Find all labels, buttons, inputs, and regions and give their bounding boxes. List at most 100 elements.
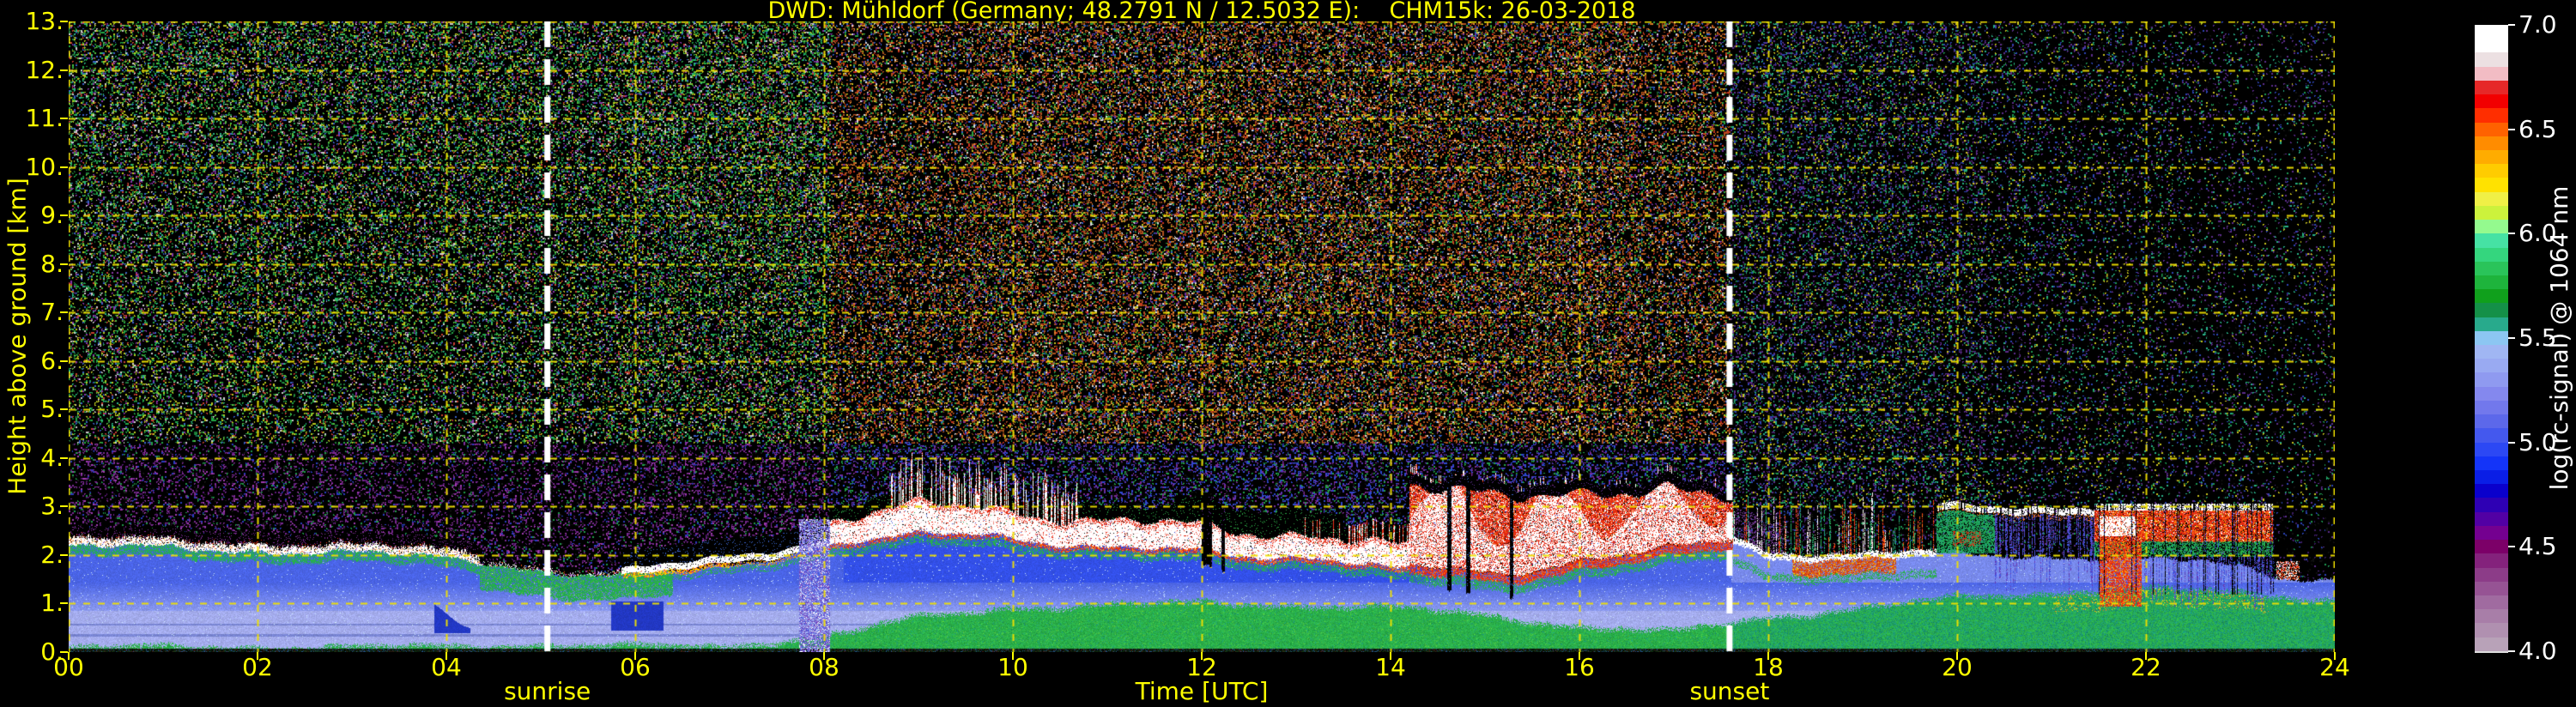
y-tick-mark	[60, 651, 68, 653]
y-tick-label: 8.	[40, 249, 64, 278]
colorbar-tick-mark	[2508, 128, 2515, 130]
colorbar-band	[2475, 553, 2508, 568]
y-tick-mark	[60, 215, 68, 217]
colorbar-tick-mark	[2508, 441, 2515, 444]
y-tick-mark	[60, 311, 68, 314]
colorbar-band	[2475, 25, 2508, 39]
sunset-label: sunset	[1689, 677, 1770, 705]
y-tick-label: 7.	[40, 298, 64, 327]
colorbar-band	[2475, 275, 2508, 290]
colorbar-tick-label: 5.5	[2518, 323, 2557, 352]
y-tick-label: 11.	[25, 104, 64, 133]
colorbar-band	[2475, 345, 2508, 360]
colorbar-band	[2475, 414, 2508, 429]
colorbar-band	[2475, 39, 2508, 53]
colorbar-tick-mark	[2508, 24, 2515, 26]
x-tick-mark	[823, 652, 825, 660]
y-tick-label: 2.	[40, 540, 64, 569]
y-tick-mark	[60, 263, 68, 265]
colorbar-band	[2475, 330, 2508, 346]
x-tick-mark	[1390, 652, 1391, 660]
y-tick-mark	[60, 505, 68, 508]
colorbar-band	[2475, 149, 2508, 165]
colorbar-band	[2475, 52, 2508, 67]
colorbar-band	[2475, 80, 2508, 95]
colorbar-tick-label: 7.0	[2518, 10, 2557, 39]
y-tick-mark	[60, 360, 68, 362]
colorbar-band	[2475, 511, 2508, 526]
colorbar	[2475, 25, 2508, 653]
colorbar-band	[2475, 178, 2508, 192]
y-tick-mark	[60, 69, 68, 71]
colorbar-band	[2475, 220, 2508, 234]
colorbar-band	[2475, 303, 2508, 317]
y-tick-label: 5.	[40, 395, 64, 424]
colorbar-band	[2475, 191, 2508, 206]
colorbar-tick-label: 4.5	[2518, 532, 2557, 561]
x-tick-mark	[634, 652, 636, 660]
colorbar-band	[2475, 386, 2508, 401]
y-tick-mark	[60, 456, 68, 459]
y-tick-label: 1.	[40, 589, 64, 618]
y-tick-mark	[60, 602, 68, 605]
x-tick-mark	[68, 652, 70, 660]
colorbar-tick-label: 5.0	[2518, 427, 2557, 456]
x-tick-mark	[1579, 652, 1580, 660]
x-tick-mark	[2334, 652, 2336, 660]
colorbar-band	[2475, 484, 2508, 499]
colorbar-band	[2475, 136, 2508, 150]
y-tick-mark	[60, 20, 68, 22]
x-axis-label: Time [UTC]	[1135, 677, 1269, 705]
x-tick-mark	[445, 652, 447, 660]
colorbar-band	[2475, 233, 2508, 248]
x-tick-mark	[1201, 652, 1203, 660]
colorbar-band	[2475, 609, 2508, 624]
colorbar-band	[2475, 637, 2508, 651]
y-tick-label: 3.	[40, 492, 64, 521]
y-tick-mark	[60, 166, 68, 168]
colorbar-band	[2475, 456, 2508, 470]
colorbar-tick-label: 6.0	[2518, 219, 2557, 248]
colorbar-band	[2475, 261, 2508, 275]
x-tick-mark	[1012, 652, 1014, 660]
colorbar-band	[2475, 428, 2508, 443]
y-tick-mark	[60, 553, 68, 556]
colorbar-band	[2475, 567, 2508, 582]
y-tick-label: 9.	[40, 201, 64, 230]
y-tick-label: 4.	[40, 443, 64, 472]
colorbar-band	[2475, 122, 2508, 136]
x-tick-mark	[257, 652, 258, 660]
colorbar-tick-mark	[2508, 650, 2515, 652]
heatmap-canvas	[69, 21, 2335, 652]
colorbar-band	[2475, 623, 2508, 638]
colorbar-band	[2475, 581, 2508, 595]
colorbar-tick-mark	[2508, 233, 2515, 235]
colorbar-band	[2475, 66, 2508, 81]
colorbar-tick-mark	[2508, 546, 2515, 548]
colorbar-band	[2475, 400, 2508, 415]
colorbar-band	[2475, 289, 2508, 304]
colorbar-band	[2475, 317, 2508, 331]
colorbar-band	[2475, 525, 2508, 541]
colorbar-band	[2475, 470, 2508, 485]
colorbar-band	[2475, 442, 2508, 456]
colorbar-label: log(rc-signal) @ 1064 nm	[2545, 185, 2573, 491]
colorbar-band	[2475, 359, 2508, 373]
colorbar-band	[2475, 205, 2508, 221]
x-tick-mark	[1767, 652, 1769, 660]
colorbar-band	[2475, 540, 2508, 554]
sunrise-label: sunrise	[504, 677, 591, 705]
y-tick-label: 13.	[25, 6, 64, 35]
colorbar-band	[2475, 372, 2508, 387]
colorbar-tick-label: 4.0	[2518, 637, 2557, 665]
colorbar-band	[2475, 164, 2508, 178]
y-tick-label: 6.	[40, 346, 64, 375]
y-tick-label: 12.	[25, 55, 64, 84]
colorbar-tick-mark	[2508, 337, 2515, 339]
x-tick-mark	[2145, 652, 2147, 660]
colorbar-band	[2475, 94, 2508, 109]
plot-title: DWD: Mühldorf (Germany; 48.2791 N / 12.5…	[767, 0, 1636, 24]
colorbar-band	[2475, 595, 2508, 610]
y-tick-mark	[60, 118, 68, 120]
